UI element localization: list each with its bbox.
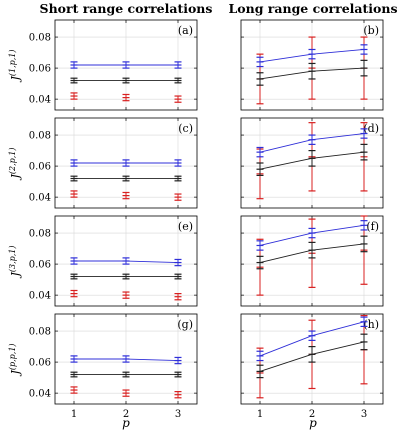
y-tick-label: 0.08 bbox=[29, 327, 51, 338]
y-tick-label: 0.08 bbox=[29, 229, 51, 240]
panel-label: (a) bbox=[178, 24, 193, 37]
y-axis-label: J(3,p,1) bbox=[8, 245, 22, 278]
y-axis-label-base: J bbox=[9, 272, 22, 279]
y-axis-label-superscript: (p,p,1) bbox=[8, 343, 17, 370]
y-tick-label: 0.06 bbox=[29, 260, 51, 271]
column-title-short-range: Short range correlations bbox=[40, 1, 213, 16]
y-tick-label: 0.04 bbox=[29, 193, 51, 204]
y-axis-label: J(1,p,1) bbox=[8, 49, 22, 82]
panel-a: 0.04 0.06 0.08 (a) J(1,p,1) bbox=[8, 19, 198, 111]
x-tick-label: 3 bbox=[175, 409, 181, 420]
y-tick-label: 0.04 bbox=[29, 389, 51, 400]
panel-label: (e) bbox=[178, 220, 193, 233]
x-tick-label: 2 bbox=[309, 409, 315, 420]
panel-label: (d) bbox=[363, 122, 379, 135]
y-tick-label: 0.08 bbox=[29, 131, 51, 142]
panel-label: (g) bbox=[177, 318, 193, 331]
panel-d: (d) bbox=[240, 117, 384, 209]
y-tick-label: 0.08 bbox=[29, 33, 51, 44]
panel-h: 1 2 3 (h) bbox=[240, 313, 384, 420]
panel-b: (b) bbox=[240, 19, 384, 111]
y-axis-label: J(2,p,1) bbox=[8, 147, 22, 180]
y-axis-label-base: J bbox=[9, 370, 22, 377]
panel-f: (f) bbox=[240, 215, 384, 307]
panels-group: 0.040.060.08(a)J(1,p,1)(b)0.040.060.08(c… bbox=[8, 19, 384, 420]
y-axis-label-base: J bbox=[9, 174, 22, 181]
x-axis-label-right: p bbox=[309, 416, 317, 430]
panel-label: (b) bbox=[363, 24, 379, 37]
x-axis-label-left: p bbox=[122, 416, 130, 430]
y-tick-label: 0.06 bbox=[29, 64, 51, 75]
x-tick-label: 1 bbox=[257, 409, 263, 420]
panel-c: 0.04 0.06 0.08 (c) J(2,p,1) bbox=[8, 117, 198, 209]
y-tick-label: 0.04 bbox=[29, 291, 51, 302]
panel-e: 0.04 0.06 0.08 (e) J(3,p,1) bbox=[8, 215, 198, 307]
y-axis-label-base: J bbox=[9, 76, 22, 83]
panel-label: (c) bbox=[178, 122, 193, 135]
panel-label: (f) bbox=[366, 220, 379, 233]
y-tick-label: 0.04 bbox=[29, 95, 51, 106]
y-axis-label-superscript: (2,p,1) bbox=[8, 147, 17, 174]
column-title-long-range: Long range correlations bbox=[228, 1, 397, 16]
y-tick-label: 0.06 bbox=[29, 358, 51, 369]
y-tick-label: 0.06 bbox=[29, 162, 51, 173]
x-tick-label: 1 bbox=[71, 409, 77, 420]
panel-g: 0.04 0.06 0.08 1 2 3 (g) J(p,p,1) bbox=[8, 313, 198, 420]
y-axis-label: J(p,p,1) bbox=[8, 343, 22, 376]
x-tick-label: 2 bbox=[123, 409, 129, 420]
y-axis-label-superscript: (1,p,1) bbox=[8, 49, 17, 76]
panel-label: (h) bbox=[363, 318, 379, 331]
x-tick-label: 3 bbox=[361, 409, 367, 420]
y-axis-label-superscript: (3,p,1) bbox=[8, 245, 17, 272]
